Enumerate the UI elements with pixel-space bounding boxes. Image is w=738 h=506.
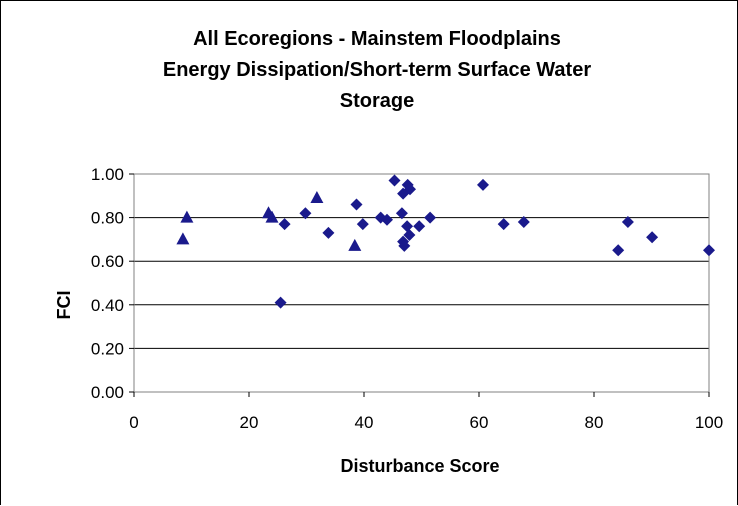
data-markers [176,174,715,309]
diamond-point-0-1 [278,218,291,231]
x-tick-label-1: 20 [240,413,259,432]
plot-area [133,173,710,393]
x-axis-label: Disturbance Score [340,456,499,476]
y-axis-ticks: 0.00 0.20 0.40 0.60 0.80 1.00 [91,165,134,402]
chart-title-line-2: Energy Dissipation/Short-term Surface Wa… [163,59,591,81]
diamond-point-0-20 [497,218,510,231]
y-tick-label-1: 0.20 [91,339,124,358]
diamond-point-0-4 [350,198,363,211]
y-tick-label-5: 1.00 [91,165,124,184]
triangle-point-1-4 [310,191,324,203]
diamond-point-0-22 [612,244,625,257]
diamond-point-0-23 [621,216,634,228]
y-tick-label-0: 0.00 [91,383,124,402]
diamond-point-0-5 [356,218,369,231]
diamond-point-0-13 [401,220,414,233]
diamond-point-0-7 [381,213,393,226]
diamond-point-0-2 [299,207,312,220]
diamond-point-0-3 [322,226,335,239]
diamond-point-0-9 [395,207,408,220]
diamond-point-0-12 [398,239,411,252]
y-tick-label-2: 0.40 [91,296,124,315]
x-tick-label-5: 100 [695,413,723,432]
triangle-point-1-1 [180,210,194,223]
diamond-point-0-24 [646,231,659,244]
y-axis-label: FCI [54,291,74,320]
triangle-point-1-5 [348,238,362,251]
x-tick-label-0: 0 [129,413,138,432]
diamond-point-0-17 [413,220,426,233]
y-tick-label-3: 0.60 [91,252,124,271]
diamond-point-0-16 [404,183,416,196]
diamond-point-0-25 [703,244,715,257]
diamond-point-0-19 [477,178,489,191]
x-tick-label-4: 80 [585,413,604,432]
diamond-point-0-0 [274,296,287,309]
chart-title-line-1: All Ecoregions - Mainstem Floodplains [193,28,561,50]
grid-lines [134,173,709,349]
diamond-point-0-21 [517,216,530,228]
triangle-point-1-0 [176,232,190,245]
x-tick-label-2: 40 [355,413,374,432]
diamond-point-0-8 [388,174,401,187]
y-tick-label-4: 0.80 [91,209,124,228]
diamond-point-0-15 [403,229,416,241]
x-axis-ticks: 0 20 40 60 80 100 [129,392,723,432]
x-tick-label-3: 60 [470,413,489,432]
chart-title-line-3: Storage [340,90,414,112]
triangle-point-1-3 [265,210,279,223]
diamond-point-0-18 [424,211,437,224]
